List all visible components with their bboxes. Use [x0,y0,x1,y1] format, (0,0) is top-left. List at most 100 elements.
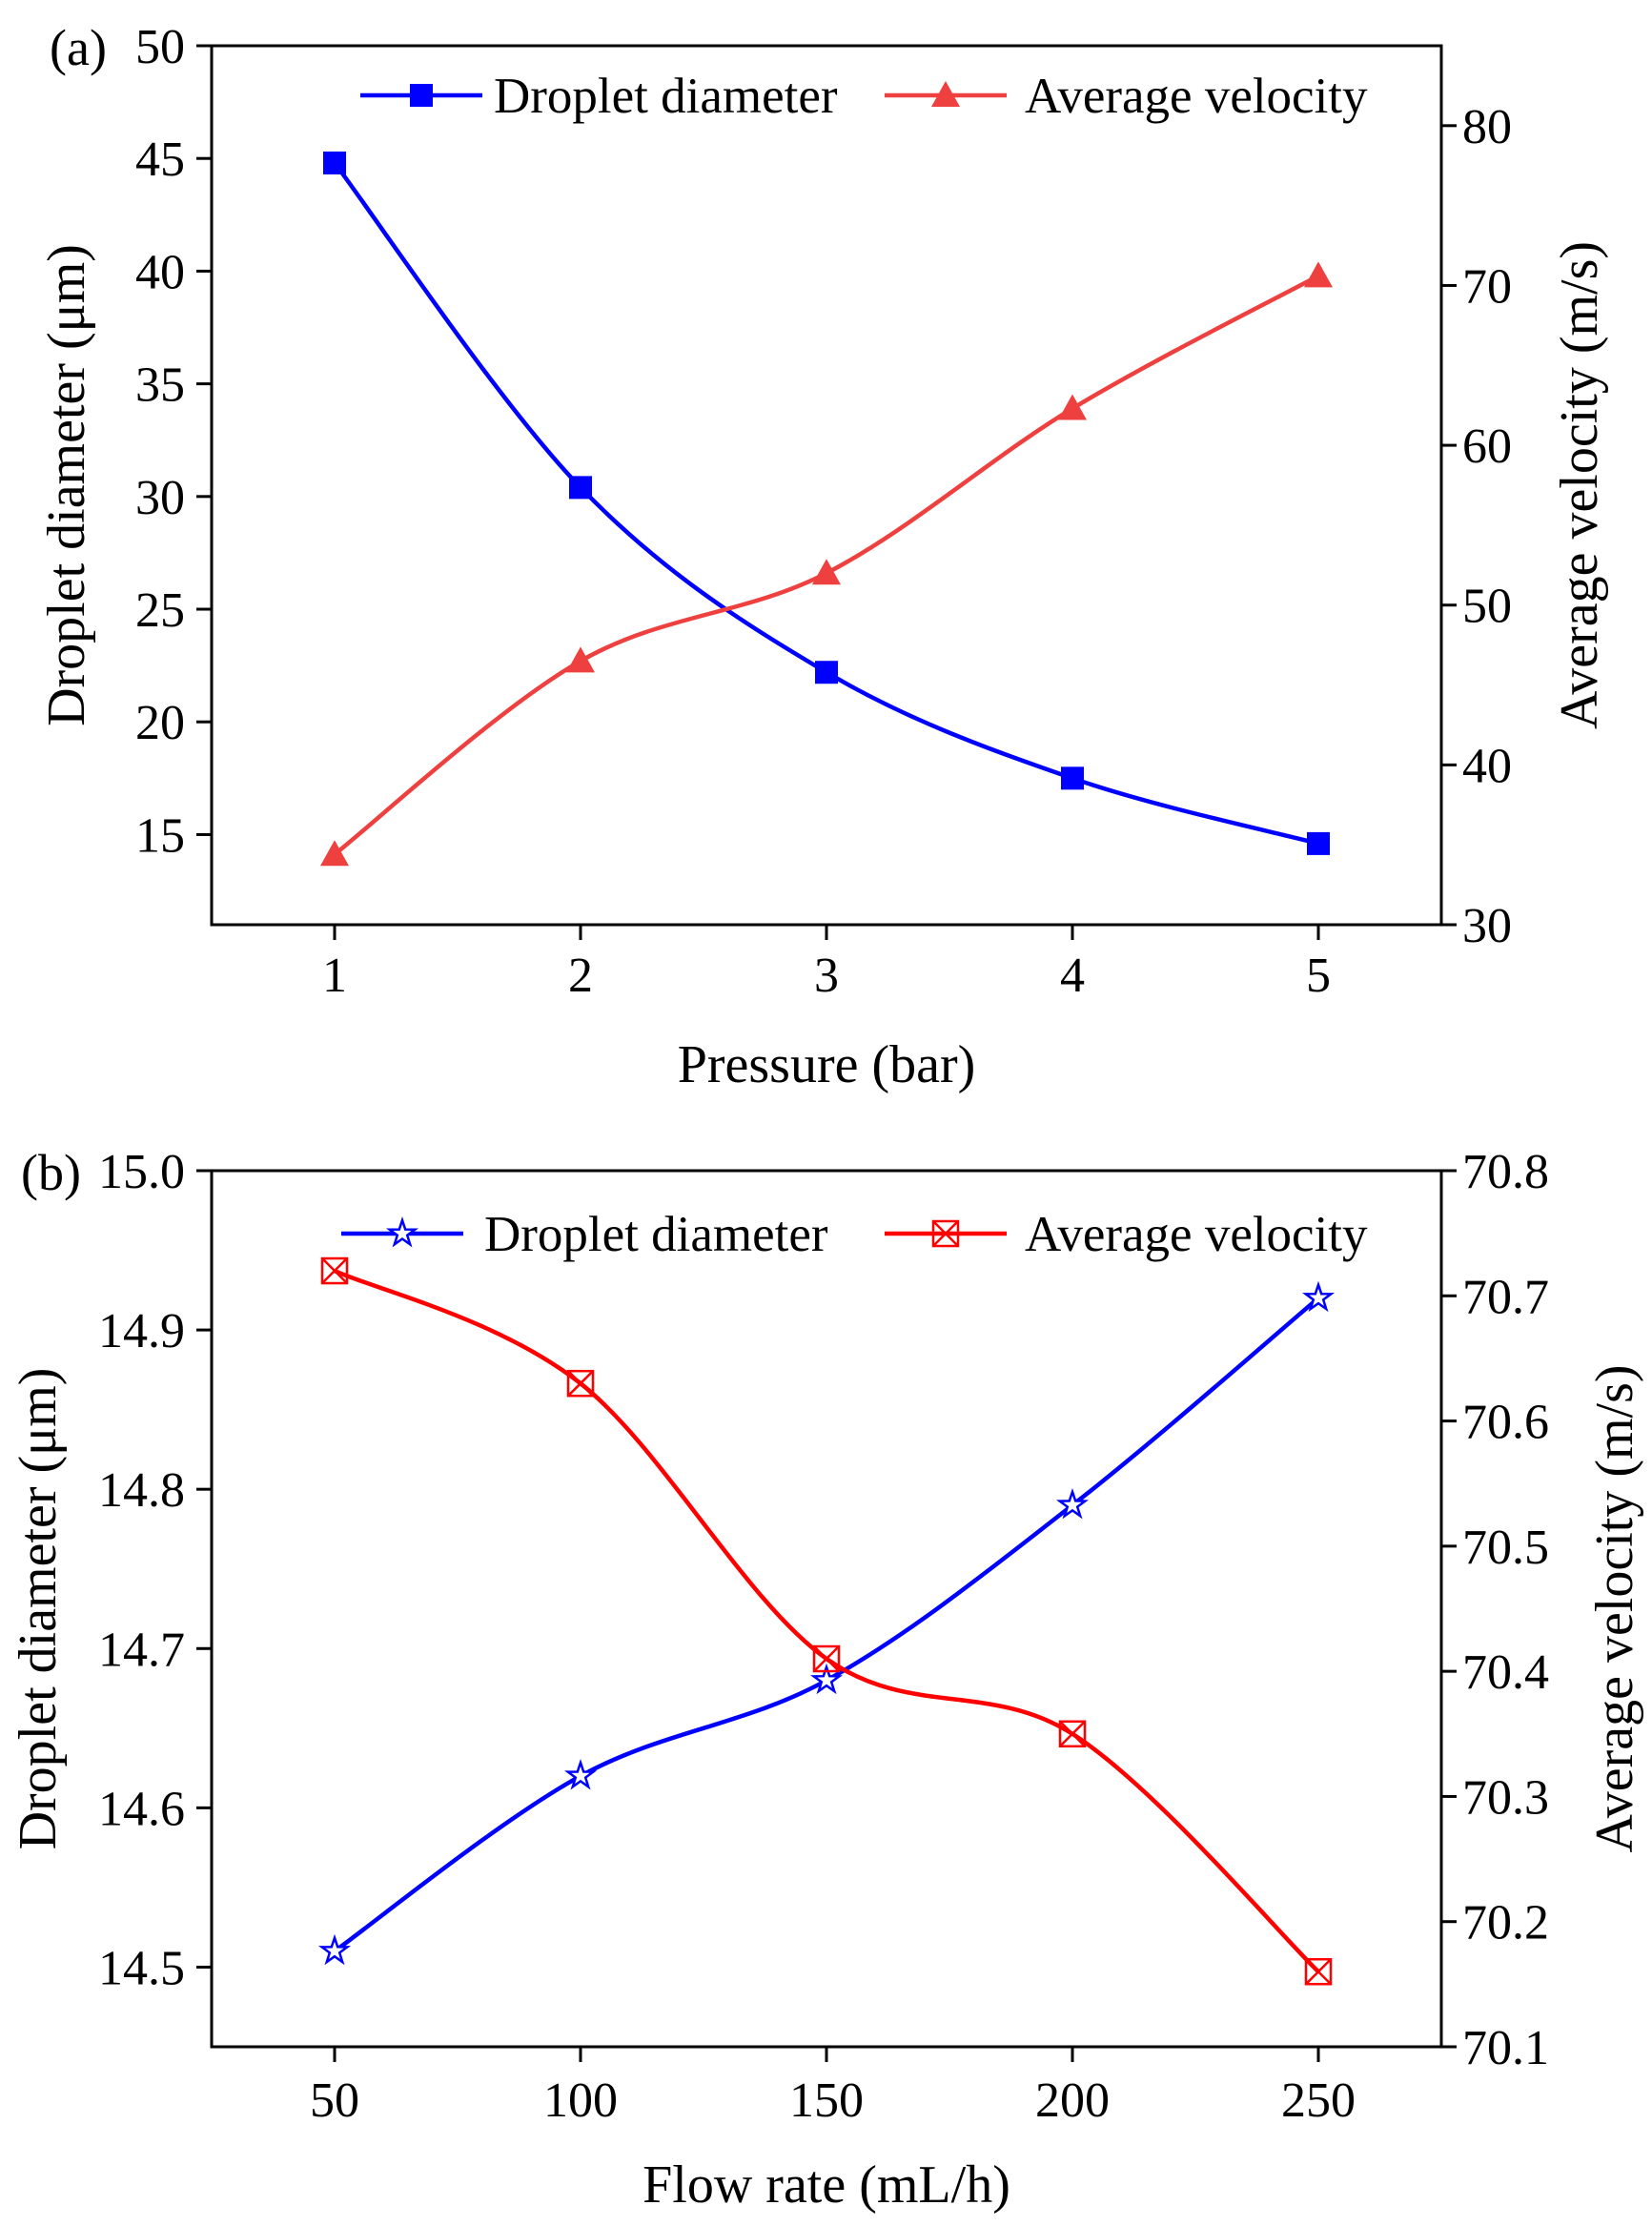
y-tick-label: 35 [135,358,185,413]
legend-marker [410,84,433,107]
data-point [1061,766,1084,790]
panel-label: (b) [21,1144,81,1201]
legend-entry: Average velocity [885,1207,1368,1262]
data-point-box [1304,1957,1333,1986]
data-point [566,1369,595,1398]
data-point [810,1663,843,1695]
x-axis-title: Pressure (bar) [678,1035,976,1094]
y2-tick-label: 70.3 [1462,1770,1549,1825]
data-point-diag-b [567,1370,594,1398]
data-point [1058,1720,1087,1748]
data-point [569,476,592,500]
y-tick-label: 14.5 [98,1941,185,1995]
x-tick-label: 4 [1060,949,1085,1003]
data-point [323,151,346,174]
y2-tick-label: 40 [1462,739,1512,793]
y2-axis-title: Average velocity (m/s) [1550,241,1609,729]
series-droplet-diameter [317,1280,1335,1966]
data-point-diag-b [1059,1720,1086,1747]
y2-axis-title: Average velocity (m/s) [1585,1364,1644,1852]
chart-panel-a: 1 2 3 4 51520253035404550304050607080Pressur… [37,19,1609,1094]
series-droplet-diameter [323,151,1330,855]
x-tick-label: 150 [789,2073,864,2128]
y2-tick-label: 70.6 [1462,1396,1549,1450]
legend-label: Droplet diameter [484,1207,828,1262]
data-point [1058,394,1087,420]
y2-tick-label: 70 [1462,259,1512,314]
legend-label: Average velocity [1025,1207,1368,1262]
data-point [812,1644,841,1673]
legend-marker [931,81,960,107]
data-point [1302,1280,1335,1313]
data-point-box [1058,1720,1087,1748]
y2-tick-label: 70.5 [1462,1521,1549,1575]
y-tick-label: 20 [135,696,185,750]
data-point-box [320,1256,349,1285]
y-tick-label: 25 [135,583,185,638]
data-point [1056,1487,1089,1520]
y2-tick-label: 60 [1462,419,1512,474]
x-tick-label: 5 [1306,949,1331,1003]
y-tick-label: 15 [135,808,185,863]
data-point-diag-b [813,1645,840,1672]
y-tick-label: 14.9 [98,1304,185,1358]
panel-label: (a) [50,19,107,76]
legend-entry: Droplet diameter [341,1207,828,1262]
data-point [815,661,838,684]
legend-label: Droplet diameter [494,69,838,124]
legend-marker-diag-b [932,1220,959,1247]
series-line [333,161,1319,847]
data-point [563,1758,598,1790]
series-average-velocity [320,1256,1333,1986]
y-axis-title: Droplet diameter (μm) [37,244,96,726]
legend-entry: Droplet diameter [360,69,838,124]
y2-tick-label: 70.7 [1462,1270,1549,1324]
series-line [334,1268,1320,1973]
data-point [1307,831,1330,855]
y-tick-label: 14.7 [98,1623,185,1677]
y2-tick-label: 70.1 [1462,2021,1549,2075]
y2-tick-label: 70.8 [1462,1145,1549,1199]
y-axis-title: Droplet diameter (μm) [9,1368,68,1850]
y-tick-label: 45 [135,133,185,187]
x-tick-label: 1 [322,949,347,1003]
data-point [317,1933,352,1966]
y2-tick-label: 70.2 [1462,1896,1549,1950]
y-tick-label: 30 [135,471,185,525]
x-tick-label: 200 [1035,2073,1110,2128]
legend-label: Average velocity [1025,69,1368,124]
series-average-velocity [320,261,1333,867]
data-point [812,559,841,585]
y2-tick-label: 70.4 [1462,1645,1549,1700]
y2-tick-label: 80 [1462,100,1512,154]
data-point [1304,261,1333,288]
y2-tick-label: 30 [1462,899,1512,953]
y-tick-label: 15.0 [98,1145,185,1199]
plot-frame [210,1169,1443,2049]
x-tick-label: 2 [568,949,593,1003]
x-axis-title: Flow rate (mL/h) [642,2155,1010,2215]
plot-frame [210,44,1443,927]
data-point-diag-b [321,1257,348,1284]
y-tick-label: 40 [135,245,185,299]
data-point [1304,1957,1333,1986]
x-tick-label: 100 [543,2073,618,2128]
legend-marker [385,1216,419,1248]
legend-marker [931,1219,960,1248]
data-point [320,840,349,867]
data-point-diag-b [1305,1958,1332,1986]
data-point-box [566,1369,595,1398]
chart-panel-b: 50 100 150 200 250 14.5 14.6 14.7 14.8 14.9 15.0 70… [9,1144,1644,2215]
y-tick-label: 50 [135,20,185,74]
data-point-box [812,1644,841,1673]
x-tick-label: 3 [814,949,839,1003]
y-tick-label: 14.8 [98,1463,185,1518]
data-point [566,646,595,673]
series-line [333,1296,1320,1953]
x-tick-label: 50 [310,2073,359,2128]
y-tick-label: 14.6 [98,1782,185,1836]
data-point [320,1256,349,1285]
legend-marker-box [931,1219,960,1248]
x-tick-label: 250 [1281,2073,1356,2128]
